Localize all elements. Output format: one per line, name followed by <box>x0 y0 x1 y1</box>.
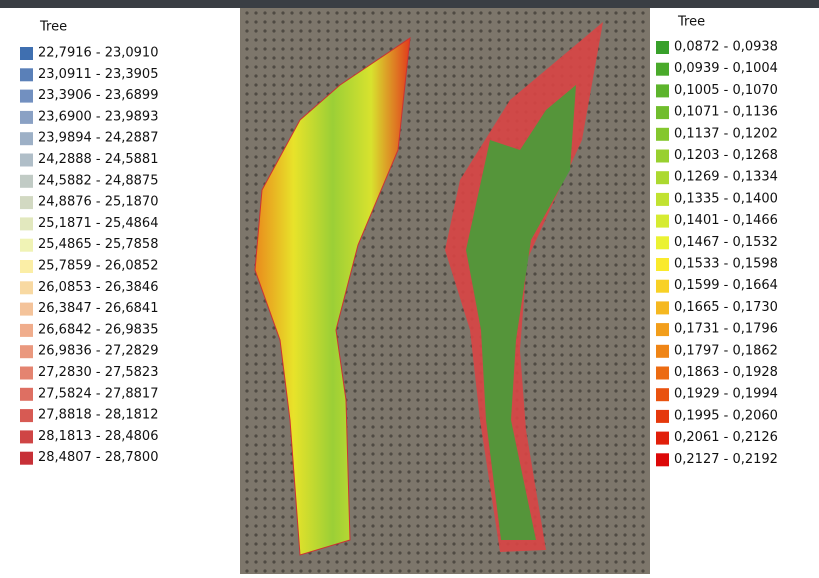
legend-swatch <box>20 260 33 273</box>
legend-swatch <box>20 132 33 146</box>
legend-label: 0,2061 - 0,2126 <box>674 430 778 445</box>
legend-swatch <box>656 171 669 185</box>
legend-label: 23,9894 - 24,2887 <box>38 131 158 146</box>
legend-label: 24,5882 - 24,8875 <box>38 173 158 188</box>
legend-swatch <box>656 301 669 315</box>
right-legend-panel <box>650 8 819 574</box>
legend-swatch <box>20 281 33 295</box>
legend-label: 0,1995 - 0,2060 <box>674 408 778 423</box>
legend-swatch <box>656 41 669 54</box>
legend-label: 22,7916 - 23,0910 <box>38 46 158 61</box>
legend-label: 28,4807 - 28,7800 <box>38 450 158 465</box>
legend-label: 24,8876 - 25,1870 <box>38 195 158 210</box>
legend-label: 0,1929 - 0,1994 <box>674 387 778 402</box>
legend-swatch <box>656 323 669 337</box>
legend-title: Tree <box>39 20 67 35</box>
legend-label: 0,0872 - 0,0938 <box>674 40 778 55</box>
legend-label: 23,6900 - 23,9893 <box>38 109 158 124</box>
legend-swatch <box>20 89 33 103</box>
legend-swatch <box>656 279 669 293</box>
legend-swatch <box>20 302 33 316</box>
legend-label: 23,0911 - 23,3905 <box>38 67 158 82</box>
legend-swatch <box>20 323 33 337</box>
legend-swatch <box>20 217 33 231</box>
legend-label: 25,4865 - 25,7858 <box>38 237 158 252</box>
legend-swatch <box>20 387 33 401</box>
legend-label: 23,3906 - 23,6899 <box>38 88 158 103</box>
legend-swatch <box>20 110 33 124</box>
legend-label: 27,5824 - 27,8817 <box>38 386 158 401</box>
field-heatmap <box>254 36 411 556</box>
legend-swatch <box>20 68 33 82</box>
legend-swatch <box>656 258 669 271</box>
legend-swatch <box>656 453 669 467</box>
legend-swatch <box>656 409 669 423</box>
legend-label: 0,1269 - 0,1334 <box>674 170 778 185</box>
legend-label: 27,2830 - 27,5823 <box>38 365 158 380</box>
legend-label: 27,8818 - 28,1812 <box>38 408 158 423</box>
left-legend-panel <box>0 8 240 574</box>
legend-swatch <box>20 451 33 465</box>
legend-label: 0,1863 - 0,1928 <box>674 365 778 380</box>
legend-label: 0,1731 - 0,1796 <box>674 322 778 337</box>
legend-swatch <box>20 409 33 423</box>
legend-label: 0,1137 - 0,1202 <box>674 126 778 141</box>
legend-label: 24,2888 - 24,5881 <box>38 152 158 167</box>
legend-swatch <box>656 84 669 98</box>
legend-label: 0,1401 - 0,1466 <box>674 213 778 228</box>
legend-label: 0,1665 - 0,1730 <box>674 300 778 315</box>
legend-label: 0,1533 - 0,1598 <box>674 257 778 272</box>
legend-swatch <box>656 214 669 228</box>
legend-swatch <box>20 345 33 359</box>
legend-swatch <box>656 192 669 206</box>
legend-swatch <box>20 430 33 444</box>
legend-label: 0,0939 - 0,1004 <box>674 61 778 76</box>
legend-swatch <box>20 47 33 60</box>
legend-label: 0,1467 - 0,1532 <box>674 235 778 250</box>
legend-label: 0,1005 - 0,1070 <box>674 83 778 98</box>
legend-swatch <box>656 388 669 402</box>
legend-swatch <box>656 431 669 445</box>
legend-swatch <box>20 153 33 167</box>
legend-swatch <box>20 366 33 380</box>
legend-label: 26,3847 - 26,6841 <box>38 301 158 316</box>
legend-swatch <box>20 174 33 188</box>
legend-label: 0,2127 - 0,2192 <box>674 452 778 467</box>
legend-swatch <box>656 236 669 250</box>
legend-title: Tree <box>677 15 705 30</box>
legend-swatch <box>656 149 669 163</box>
legend-label: 0,1599 - 0,1664 <box>674 278 778 293</box>
legend-label: 26,9836 - 27,2829 <box>38 344 158 359</box>
legend-label: 25,7859 - 26,0852 <box>38 259 158 274</box>
legend-label: 26,0853 - 26,3846 <box>38 280 158 295</box>
legend-label: 0,1335 - 0,1400 <box>674 191 778 206</box>
legend-label: 25,1871 - 25,4864 <box>38 216 158 231</box>
legend-label: 0,1071 - 0,1136 <box>674 105 778 120</box>
legend-swatch <box>656 366 669 380</box>
legend-label: 0,1797 - 0,1862 <box>674 343 778 358</box>
field-green-zone <box>466 85 576 540</box>
legend-swatch <box>20 238 33 252</box>
legend-label: 28,1813 - 28,4806 <box>38 429 158 444</box>
legend-swatch <box>656 62 669 76</box>
top-strip <box>0 0 819 8</box>
legend-swatch <box>656 127 669 141</box>
legend-label: 0,1203 - 0,1268 <box>674 148 778 163</box>
legend-swatch <box>20 196 33 210</box>
legend-swatch <box>656 344 669 358</box>
legend-label: 26,6842 - 26,9835 <box>38 322 158 337</box>
legend-swatch <box>656 106 669 120</box>
